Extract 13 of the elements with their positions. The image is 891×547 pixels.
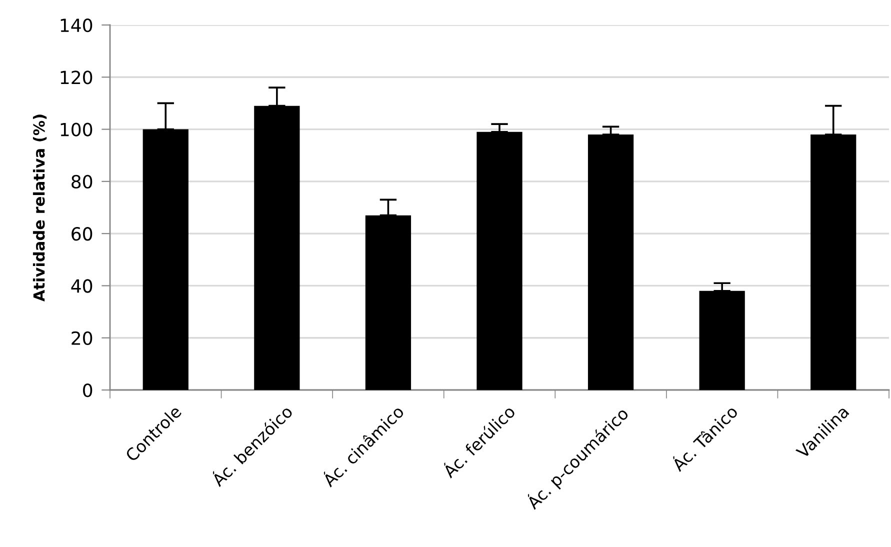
y-tick-label: 140 xyxy=(60,18,92,32)
y-tick-label: 60 xyxy=(72,227,92,241)
bar xyxy=(588,134,634,390)
y-axis-title: Atividade relativa (%) xyxy=(32,114,47,302)
bar xyxy=(476,132,522,390)
y-tick-label: 40 xyxy=(71,279,92,293)
bar xyxy=(810,134,856,390)
y-tick-label: 120 xyxy=(60,70,92,84)
y-tick-label: 80 xyxy=(72,174,92,189)
y-tick-label: 100 xyxy=(60,122,92,136)
y-tick-label: 20 xyxy=(72,331,92,345)
bar xyxy=(699,290,745,390)
y-tick-label: 0 xyxy=(83,383,92,398)
